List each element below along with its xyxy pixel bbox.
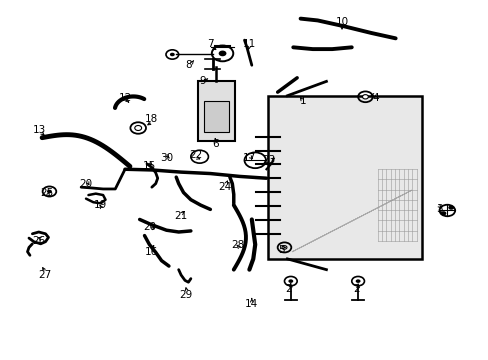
Text: 28: 28: [231, 239, 244, 249]
Text: 1: 1: [299, 96, 305, 106]
Text: 16: 16: [145, 247, 158, 257]
Text: 10: 10: [335, 17, 348, 27]
Text: 2: 2: [285, 284, 291, 294]
Text: 21: 21: [174, 211, 187, 221]
Bar: [203, 101, 228, 132]
Text: 13: 13: [33, 125, 46, 135]
Circle shape: [362, 95, 367, 99]
Text: 20: 20: [142, 222, 156, 231]
Text: 23: 23: [262, 155, 275, 165]
Circle shape: [288, 279, 293, 283]
Text: 7: 7: [206, 39, 213, 49]
Text: 25: 25: [41, 188, 54, 198]
Text: 11: 11: [242, 39, 256, 49]
Text: 5: 5: [277, 245, 284, 255]
Circle shape: [355, 279, 360, 283]
Text: 22: 22: [189, 150, 202, 160]
Circle shape: [169, 53, 174, 56]
Text: 20: 20: [80, 179, 92, 189]
Circle shape: [282, 246, 286, 249]
Circle shape: [447, 206, 453, 210]
Text: 4: 4: [372, 93, 379, 103]
Circle shape: [218, 50, 226, 56]
Text: 2: 2: [353, 284, 359, 294]
Bar: [198, 81, 234, 140]
Text: 18: 18: [145, 114, 158, 124]
Text: 24: 24: [218, 182, 231, 192]
Text: 12: 12: [118, 93, 131, 103]
Circle shape: [47, 190, 52, 193]
Text: 19: 19: [94, 200, 107, 210]
Circle shape: [440, 211, 446, 216]
Text: 6: 6: [211, 139, 218, 149]
Text: 9: 9: [199, 76, 206, 86]
Text: 27: 27: [38, 270, 51, 280]
Text: 30: 30: [160, 153, 173, 163]
Text: 15: 15: [142, 161, 156, 171]
Text: 29: 29: [179, 290, 192, 300]
Bar: [267, 96, 421, 259]
Text: 8: 8: [185, 60, 191, 70]
Text: 17: 17: [242, 153, 256, 163]
Circle shape: [135, 126, 142, 131]
Text: 14: 14: [244, 299, 258, 309]
Text: 3: 3: [435, 204, 442, 214]
Text: 26: 26: [32, 236, 45, 246]
